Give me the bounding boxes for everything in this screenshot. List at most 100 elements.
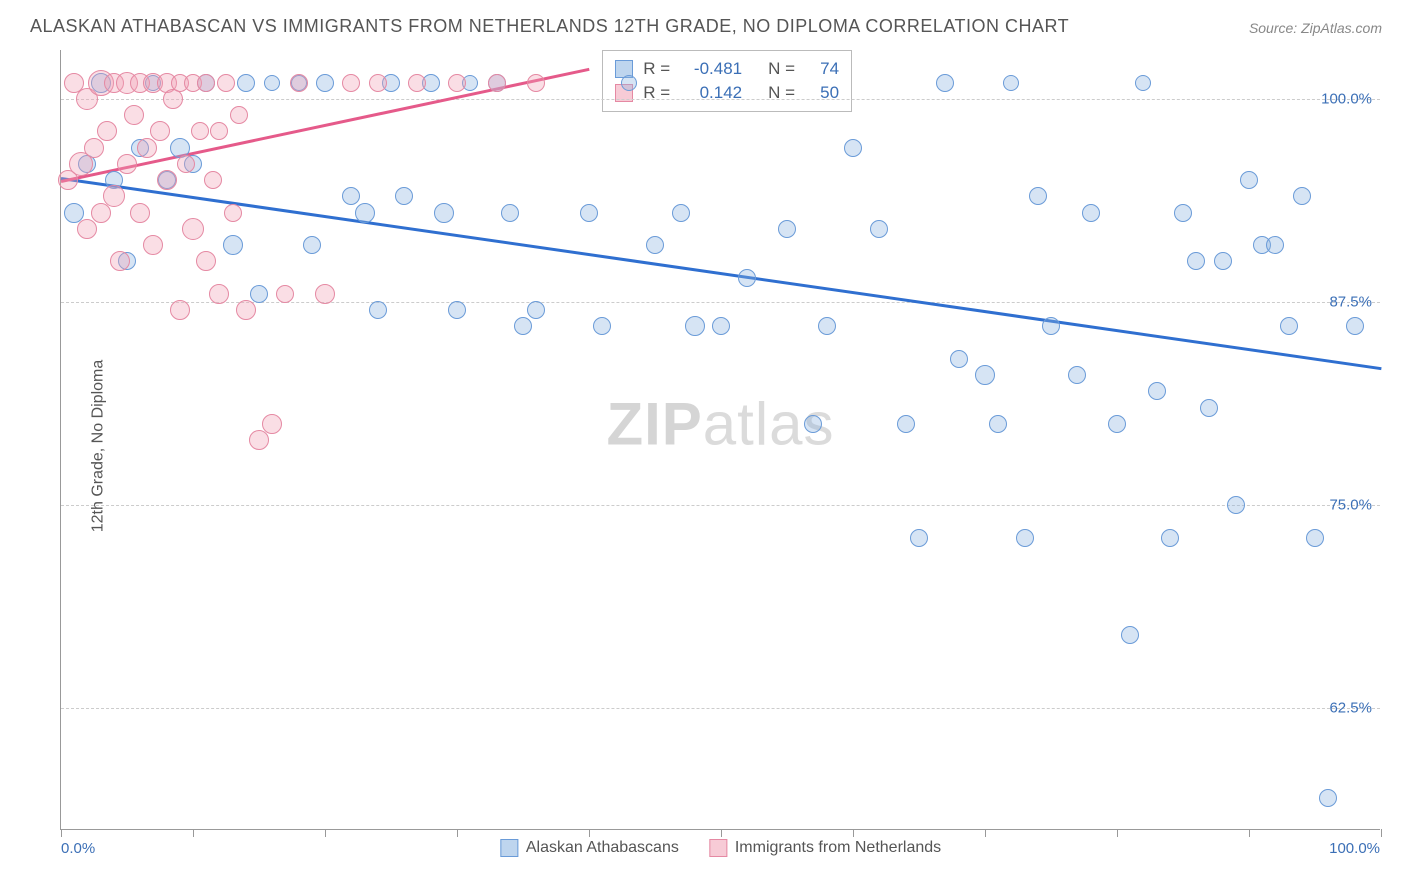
data-point [1227, 496, 1245, 514]
data-point [217, 74, 235, 92]
data-point [448, 74, 466, 92]
data-point [1187, 252, 1205, 270]
x-tick [325, 829, 326, 837]
legend-stat-row: R =0.142N =50 [615, 81, 839, 105]
n-value: 50 [805, 83, 839, 103]
data-point [237, 74, 255, 92]
data-point [342, 74, 360, 92]
legend-item: Immigrants from Netherlands [709, 839, 941, 857]
data-point [163, 89, 183, 109]
x-tick [1381, 829, 1382, 837]
data-point [593, 317, 611, 335]
data-point [84, 138, 104, 158]
data-point [501, 204, 519, 222]
source-label: Source: ZipAtlas.com [1249, 20, 1382, 36]
legend-label: Alaskan Athabascans [526, 839, 679, 857]
data-point [355, 203, 375, 223]
data-point [897, 415, 915, 433]
data-point [738, 269, 756, 287]
r-value: -0.481 [680, 59, 742, 79]
data-point [223, 235, 243, 255]
y-tick-label: 62.5% [1329, 700, 1372, 717]
data-point [1068, 366, 1086, 384]
data-point [804, 415, 822, 433]
watermark: ZIPatlas [606, 389, 834, 458]
y-tick-label: 100.0% [1321, 90, 1372, 107]
data-point [1016, 529, 1034, 547]
data-point [1042, 317, 1060, 335]
x-axis-max-label: 100.0% [1329, 840, 1380, 857]
data-point [1240, 171, 1258, 189]
x-tick [589, 829, 590, 837]
x-tick [1117, 829, 1118, 837]
x-tick [853, 829, 854, 837]
data-point [408, 74, 426, 92]
data-point [230, 106, 248, 124]
data-point [249, 430, 269, 450]
plot-area: ZIPatlas R =-0.481N =74R =0.142N =50 0.0… [60, 50, 1380, 830]
data-point [950, 350, 968, 368]
x-tick [721, 829, 722, 837]
n-label: N = [768, 83, 795, 103]
data-point [236, 300, 256, 320]
chart-container: ALASKAN ATHABASCAN VS IMMIGRANTS FROM NE… [0, 0, 1406, 892]
data-point [975, 365, 995, 385]
data-point [303, 236, 321, 254]
data-point [1174, 204, 1192, 222]
data-point [210, 122, 228, 140]
data-point [1293, 187, 1311, 205]
legend-label: Immigrants from Netherlands [735, 839, 941, 857]
chart-title: ALASKAN ATHABASCAN VS IMMIGRANTS FROM NE… [30, 16, 1069, 37]
data-point [170, 300, 190, 320]
data-point [672, 204, 690, 222]
x-axis-min-label: 0.0% [61, 840, 95, 857]
data-point [621, 75, 637, 91]
data-point [315, 284, 335, 304]
data-point [369, 301, 387, 319]
data-point [870, 220, 888, 238]
data-point [1121, 626, 1139, 644]
data-point [434, 203, 454, 223]
data-point [157, 170, 177, 190]
data-point [262, 414, 282, 434]
data-point [77, 219, 97, 239]
legend-swatch [709, 839, 727, 857]
data-point [264, 75, 280, 91]
data-point [1346, 317, 1364, 335]
data-point [224, 204, 242, 222]
data-point [97, 121, 117, 141]
data-point [989, 415, 1007, 433]
data-point [204, 171, 222, 189]
data-point [712, 317, 730, 335]
data-point [250, 285, 268, 303]
data-point [514, 317, 532, 335]
data-point [191, 122, 209, 140]
r-label: R = [643, 59, 670, 79]
data-point [448, 301, 466, 319]
data-point [1082, 204, 1100, 222]
x-tick [985, 829, 986, 837]
data-point [110, 251, 130, 271]
y-tick-label: 75.0% [1329, 497, 1372, 514]
data-point [527, 74, 545, 92]
legend-stat-row: R =-0.481N =74 [615, 57, 839, 81]
data-point [276, 285, 294, 303]
n-value: 74 [805, 59, 839, 79]
data-point [137, 138, 157, 158]
data-point [685, 316, 705, 336]
gridline [61, 99, 1380, 100]
data-point [1214, 252, 1232, 270]
data-point [1306, 529, 1324, 547]
data-point [1319, 789, 1337, 807]
data-point [580, 204, 598, 222]
legend-stats-box: R =-0.481N =74R =0.142N =50 [602, 50, 852, 112]
data-point [369, 74, 387, 92]
data-point [488, 74, 506, 92]
data-point [395, 187, 413, 205]
data-point [196, 251, 216, 271]
data-point [130, 203, 150, 223]
legend-item: Alaskan Athabascans [500, 839, 679, 857]
legend-series: Alaskan Athabascans Immigrants from Nethe… [500, 839, 941, 857]
data-point [1135, 75, 1151, 91]
data-point [936, 74, 954, 92]
